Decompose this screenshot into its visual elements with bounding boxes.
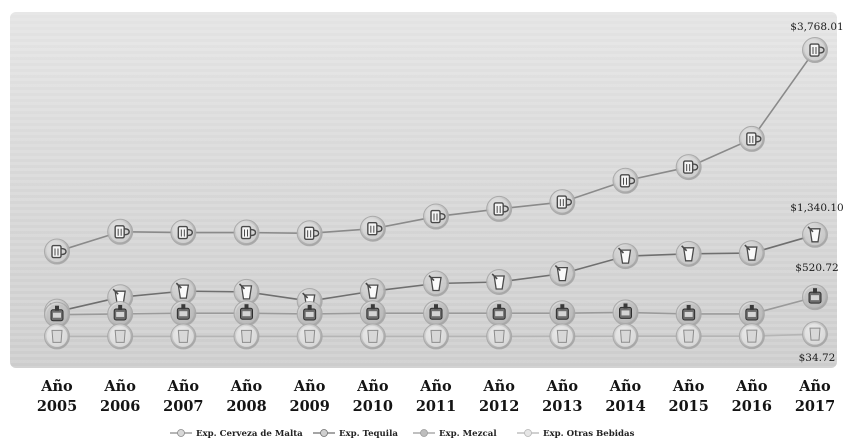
x-tick-label: Año 2006 — [100, 378, 140, 415]
x-tick-label: Año 2016 — [732, 378, 772, 415]
x-tick-label: Año 2005 — [37, 378, 77, 415]
series-layer: $3,768.01 $1,340.10 $520.72 $34.72 — [44, 21, 844, 364]
data-point-exp-cerveza-de-malta — [44, 238, 70, 265]
legend-label: Exp. Mezcal — [439, 429, 497, 439]
legend-label: Exp. Cerveza de Malta — [196, 429, 303, 439]
data-point-exp-mezcal — [423, 300, 449, 327]
data-point-exp-otras-bebidas — [423, 323, 449, 350]
legend: Exp. Cerveza de Malta Exp. Tequila Exp. Me… — [170, 429, 635, 439]
data-point-exp-tequila — [423, 270, 449, 297]
data-point-exp-cerveza-de-malta — [549, 189, 576, 216]
legend-item-exp-tequila: Exp. Tequila — [313, 429, 398, 439]
end-value-label-exp-tequila: $1,340.10 — [790, 202, 843, 214]
x-tick-label: Año 2015 — [668, 378, 708, 415]
data-point-exp-cerveza-de-malta — [675, 154, 702, 181]
plot-background-texture — [10, 12, 837, 368]
data-point-exp-otras-bebidas — [107, 323, 134, 350]
data-point-exp-otras-bebidas — [675, 323, 702, 350]
data-point-exp-tequila — [233, 278, 260, 305]
data-point-exp-cerveza-de-malta — [738, 125, 765, 152]
data-point-exp-mezcal — [802, 284, 828, 311]
x-tick-label: Año 2008 — [226, 378, 266, 415]
data-point-exp-otras-bebidas — [359, 323, 386, 350]
x-tick-label: Año 2012 — [479, 378, 519, 415]
x-tick-label: Año 2007 — [163, 378, 203, 415]
data-point-exp-otras-bebidas — [44, 323, 70, 350]
data-point-exp-tequila — [738, 240, 765, 267]
legend-label: Exp. Tequila — [339, 429, 398, 439]
data-point-exp-otras-bebidas — [170, 323, 197, 350]
end-value-label-exp-mezcal: $520.72 — [795, 262, 838, 274]
data-point-exp-otras-bebidas — [802, 321, 828, 348]
legend-item-exp-mezcal: Exp. Mezcal — [413, 429, 497, 439]
x-tick-label: Año 2010 — [353, 378, 393, 415]
x-tick-label: Año 2014 — [605, 378, 645, 415]
data-point-exp-mezcal — [170, 300, 197, 327]
data-point-exp-mezcal — [359, 300, 386, 327]
end-value-label-exp-otras-bebidas: $34.72 — [799, 352, 836, 364]
data-point-exp-mezcal — [233, 300, 260, 327]
data-point-exp-otras-bebidas — [738, 323, 765, 350]
legend-label: Exp. Otras Bebidas — [543, 429, 635, 439]
end-value-label-exp-cerveza-de-malta: $3,768.01 — [790, 21, 843, 33]
legend-item-exp-otras-bebidas: Exp. Otras Bebidas — [517, 429, 635, 439]
data-point-exp-cerveza-de-malta — [170, 219, 197, 246]
data-point-exp-otras-bebidas — [486, 323, 513, 350]
legend-item-exp-cerveza-de-malta: Exp. Cerveza de Malta — [170, 429, 303, 439]
data-point-exp-cerveza-de-malta — [296, 220, 323, 247]
data-point-exp-otras-bebidas — [612, 323, 639, 350]
data-point-exp-cerveza-de-malta — [486, 195, 513, 222]
data-point-exp-cerveza-de-malta — [359, 215, 386, 242]
data-point-exp-otras-bebidas — [296, 323, 323, 350]
data-point-exp-tequila — [802, 221, 828, 248]
data-point-exp-mezcal — [738, 300, 765, 327]
data-point-exp-tequila — [170, 278, 197, 305]
series-exp-mezcal: $520.72 — [44, 262, 839, 328]
series-exp-cerveza-de-malta: $3,768.01 — [44, 21, 844, 265]
data-point-exp-cerveza-de-malta — [612, 167, 639, 194]
data-point-exp-otras-bebidas — [233, 323, 260, 350]
data-point-exp-cerveza-de-malta — [802, 37, 828, 64]
data-point-exp-cerveza-de-malta — [233, 219, 260, 246]
data-point-exp-otras-bebidas — [549, 323, 576, 350]
x-tick-label: Año 2009 — [289, 378, 329, 415]
x-tick-label: Año 2013 — [542, 378, 582, 415]
data-point-exp-cerveza-de-malta — [423, 203, 449, 230]
data-point-exp-tequila — [486, 268, 513, 295]
x-axis: Año 2005 Año 2006 Año 2007 Año 2008 Año 2009 Año 20… — [37, 378, 835, 415]
data-point-exp-tequila — [549, 260, 576, 287]
data-point-exp-mezcal — [296, 300, 323, 327]
series-exp-otras-bebidas: $34.72 — [44, 321, 836, 364]
data-point-exp-mezcal — [549, 300, 576, 327]
data-point-exp-tequila — [675, 240, 702, 267]
data-point-exp-mezcal — [675, 300, 702, 327]
data-point-exp-mezcal — [612, 299, 639, 326]
data-point-exp-mezcal — [44, 301, 70, 328]
data-point-exp-mezcal — [486, 300, 513, 327]
x-tick-label: Año 2017 — [795, 378, 835, 415]
data-point-exp-mezcal — [107, 300, 134, 327]
x-tick-label: Año 2011 — [416, 378, 456, 415]
data-point-exp-tequila — [359, 278, 386, 305]
data-point-exp-tequila — [612, 243, 639, 270]
data-point-exp-cerveza-de-malta — [107, 218, 134, 245]
